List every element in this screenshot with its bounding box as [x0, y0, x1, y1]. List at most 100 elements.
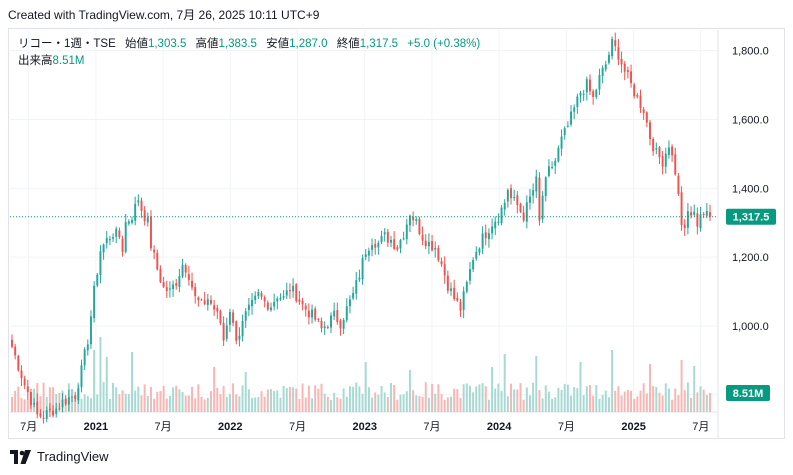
volume-bar: [468, 385, 471, 412]
volume-bar: [510, 383, 513, 412]
volume-bar: [408, 370, 411, 412]
volume-bar: [601, 394, 604, 412]
candle-body: [686, 211, 689, 228]
candle-body: [33, 403, 36, 405]
candle-body: [39, 413, 42, 417]
volume-bar: [390, 383, 392, 412]
volume-bar: [604, 390, 607, 412]
x-tick-label: 2022: [218, 421, 242, 433]
volume-bar: [560, 389, 563, 412]
candle-body: [14, 346, 17, 356]
candle-body: [576, 96, 579, 108]
candle-body: [143, 210, 146, 222]
volume-bar: [213, 367, 216, 412]
volume-bar: [532, 382, 535, 412]
candle-body: [83, 349, 86, 366]
volume-bar: [311, 398, 314, 412]
volume-bar: [339, 398, 342, 412]
candle-body: [680, 192, 683, 226]
volume-bar: [134, 390, 137, 412]
candle-body: [292, 285, 295, 292]
candle-body: [178, 276, 181, 287]
volume-bar: [314, 385, 317, 412]
volume-bar: [667, 388, 670, 412]
candle-body: [159, 268, 162, 282]
volume-bar: [519, 383, 522, 412]
candle-body: [20, 370, 23, 379]
candle-body: [702, 214, 705, 216]
volume-bar: [326, 396, 329, 412]
legend-low-label: 安値: [266, 38, 290, 50]
candle-body: [162, 282, 165, 287]
candle-body: [42, 417, 45, 419]
volume-bar: [645, 393, 648, 412]
volume-bar: [705, 394, 708, 412]
volume-bar: [162, 385, 165, 412]
candle-body: [326, 327, 329, 329]
candle-body: [187, 274, 190, 280]
candle-body: [304, 305, 307, 310]
candle-body: [181, 264, 184, 277]
brand-label: TradingView: [37, 449, 109, 464]
volume-bar: [412, 390, 415, 412]
last-price-label: 1,317.5: [733, 212, 770, 224]
volume-bar: [292, 387, 295, 412]
candle-body: [279, 298, 282, 300]
volume-value: 8.51M: [52, 55, 85, 67]
candle-body: [399, 240, 402, 249]
volume-bar: [112, 382, 115, 412]
volume-bar: [674, 388, 677, 412]
candle-body: [408, 215, 411, 226]
candle-body: [383, 232, 386, 235]
candle-body: [225, 325, 228, 339]
candle-body: [491, 226, 494, 234]
candle-body: [55, 408, 58, 414]
candle-body: [149, 216, 152, 249]
volume-bar: [156, 391, 159, 412]
legend-high-label: 高値: [195, 38, 219, 50]
volume-bar: [500, 390, 503, 412]
volume-bar: [421, 396, 424, 412]
volume-bar: [115, 387, 118, 412]
candle-body: [301, 300, 304, 305]
candle-body: [582, 93, 585, 95]
x-tick-label: 7月: [558, 421, 575, 433]
candle-body: [393, 239, 396, 249]
candle-body: [80, 365, 83, 388]
candle-body: [658, 147, 661, 158]
candle-body: [137, 200, 140, 203]
candle-body: [563, 128, 566, 135]
volume-bar: [525, 387, 528, 412]
volume-bar: [83, 394, 86, 412]
candle-body: [96, 274, 99, 286]
chart-frame: [8, 28, 785, 439]
volume-bar: [639, 390, 642, 412]
volume-bar: [465, 383, 468, 412]
volume-bar: [563, 383, 566, 412]
volume-bar: [566, 384, 569, 412]
candle-body: [108, 239, 111, 241]
volume-bar: [45, 397, 48, 412]
volume-bar: [194, 398, 197, 412]
volume-bar: [39, 396, 42, 412]
volume-bar: [589, 385, 591, 412]
volume-bar: [301, 383, 304, 412]
volume-bar: [649, 364, 651, 412]
volume-bar: [453, 388, 456, 412]
volume-bar: [197, 384, 200, 412]
candle-body: [219, 310, 222, 324]
candle-body: [642, 109, 645, 113]
volume-bar: [570, 395, 573, 412]
candle-body: [168, 288, 171, 290]
volume-bar: [402, 394, 405, 412]
volume-bar: [222, 386, 225, 412]
volume-bar: [361, 393, 364, 412]
tradingview-brand[interactable]: TradingView: [10, 449, 109, 464]
candle-body: [386, 231, 389, 243]
candle-body: [446, 275, 449, 291]
volume-bar: [206, 397, 209, 412]
candle-body: [251, 300, 254, 307]
volume-bar: [364, 362, 367, 412]
volume-bar: [582, 395, 585, 412]
